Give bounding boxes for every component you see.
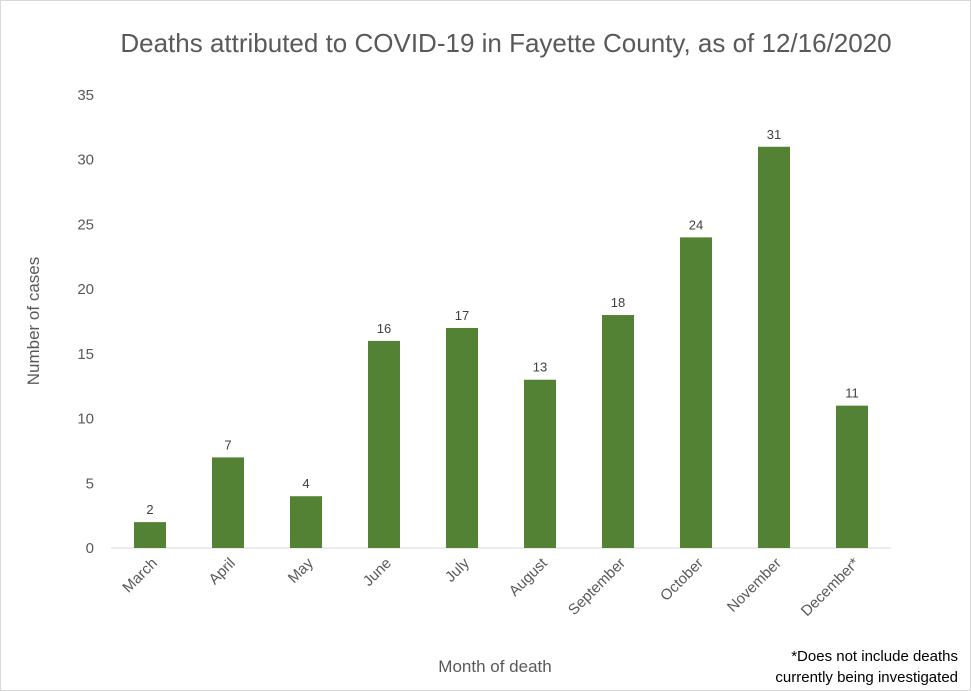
footnote: *Does not include deaths currently being…: [775, 646, 958, 688]
bar: [290, 496, 322, 548]
y-tick-label: 25: [77, 216, 94, 233]
bar: [212, 457, 244, 548]
footnote-line-2: currently being investigated: [775, 669, 958, 686]
bar: [758, 146, 790, 548]
x-tick-label: April: [206, 555, 239, 588]
x-tick-label: September: [565, 555, 629, 619]
data-label: 11: [845, 386, 859, 401]
data-label: 13: [533, 360, 547, 375]
data-label: 31: [767, 127, 781, 142]
data-label: 24: [689, 217, 703, 232]
footnote-line-1: *Does not include deaths: [791, 648, 958, 665]
data-label: 17: [455, 308, 469, 323]
x-tick-label: March: [119, 555, 160, 596]
data-label: 16: [377, 321, 391, 336]
x-axis-label: Month of death: [438, 657, 552, 676]
bar: [602, 315, 634, 548]
bar: [524, 379, 556, 548]
chart-title: Deaths attributed to COVID-19 in Fayette…: [120, 28, 892, 58]
y-tick-label: 30: [77, 152, 94, 169]
x-tick-label: May: [285, 554, 317, 586]
x-tick-label: June: [360, 555, 395, 590]
x-tick-label: October: [657, 555, 707, 605]
x-tick-label: July: [442, 554, 473, 585]
data-label: 7: [224, 437, 231, 452]
bar: [836, 405, 868, 548]
y-tick-label: 20: [77, 281, 94, 298]
data-label: 4: [302, 476, 309, 491]
y-tick-label: 35: [77, 87, 94, 104]
y-tick-label: 15: [77, 346, 94, 363]
x-tick-label: August: [506, 554, 552, 600]
bar: [368, 340, 400, 548]
x-tick-label: November: [724, 555, 785, 616]
data-label: 18: [611, 295, 625, 310]
y-tick-label: 5: [86, 475, 94, 492]
bar: [134, 522, 166, 548]
bar: [680, 237, 712, 548]
y-tick-label: 10: [77, 411, 94, 428]
bar: [446, 327, 478, 548]
data-label: 2: [146, 502, 153, 517]
x-tick-label: December*: [798, 555, 863, 620]
y-tick-label: 0: [86, 540, 94, 557]
